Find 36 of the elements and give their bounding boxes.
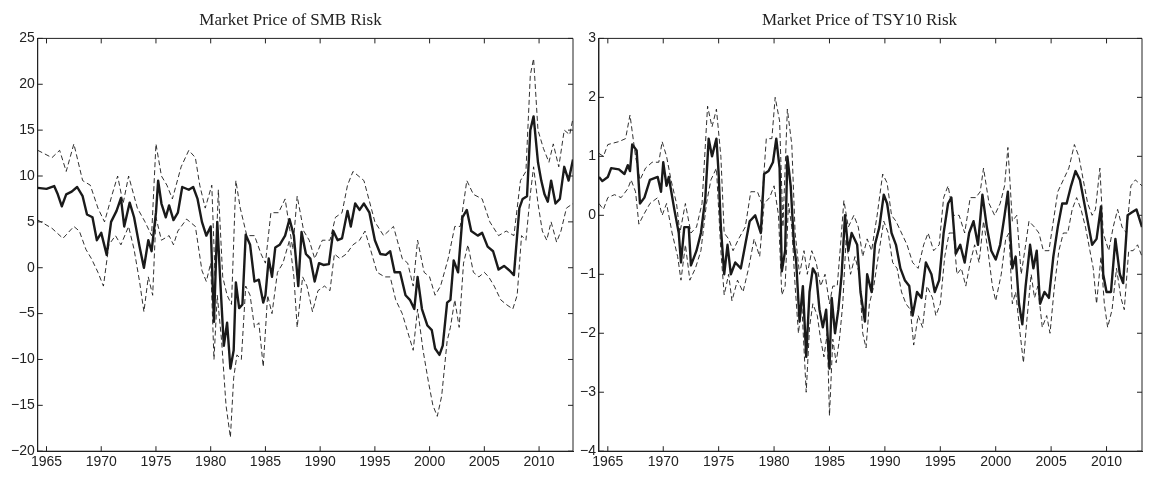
y-tick-label: 0	[26, 258, 35, 275]
y-tick-label: 25	[19, 29, 35, 46]
x-tick-label: 1970	[85, 453, 118, 470]
x-tick-label: 1980	[195, 453, 227, 470]
x-tick-label: 1995	[359, 453, 391, 470]
y-tick-label: 1	[588, 147, 597, 164]
x-tick-label: 1980	[758, 453, 790, 470]
y-tick-label: 3	[588, 29, 597, 46]
x-tick-label: 2010	[523, 453, 555, 470]
y-tick-label: −5	[18, 304, 35, 321]
x-tick-label: 1985	[813, 453, 846, 470]
y-tick-label: −3	[579, 383, 597, 400]
y-tick-label: 2	[588, 88, 597, 105]
y-tick-label: −1	[579, 265, 597, 282]
chart-title: Market Price of SMB Risk	[199, 9, 383, 29]
x-tick-label: 1990	[304, 453, 336, 470]
x-tick-label: 1970	[647, 453, 680, 470]
x-tick-label: 2000	[980, 453, 1012, 470]
x-tick-label: 1985	[249, 453, 282, 470]
x-tick-label: 1975	[140, 453, 172, 470]
chart-title: Market Price of TSY10 Risk	[761, 9, 958, 29]
x-tick-label: 1990	[869, 453, 901, 470]
y-tick-label: −2	[579, 324, 597, 341]
y-tick-label: 5	[26, 212, 35, 229]
x-tick-label: 2005	[1035, 453, 1067, 470]
x-tick-label: 2010	[1090, 453, 1123, 470]
x-tick-label: 1995	[924, 453, 957, 470]
x-tick-label: 1975	[703, 453, 735, 470]
y-tick-label: 0	[588, 206, 597, 223]
y-tick-label: 10	[19, 166, 35, 183]
y-tick-label: −10	[11, 350, 35, 367]
y-tick-label: 20	[19, 75, 35, 92]
y-tick-label: 15	[19, 120, 35, 137]
x-tick-label: 2000	[414, 453, 446, 470]
x-tick-label: 2005	[468, 453, 501, 470]
y-tick-label: −15	[11, 396, 35, 413]
